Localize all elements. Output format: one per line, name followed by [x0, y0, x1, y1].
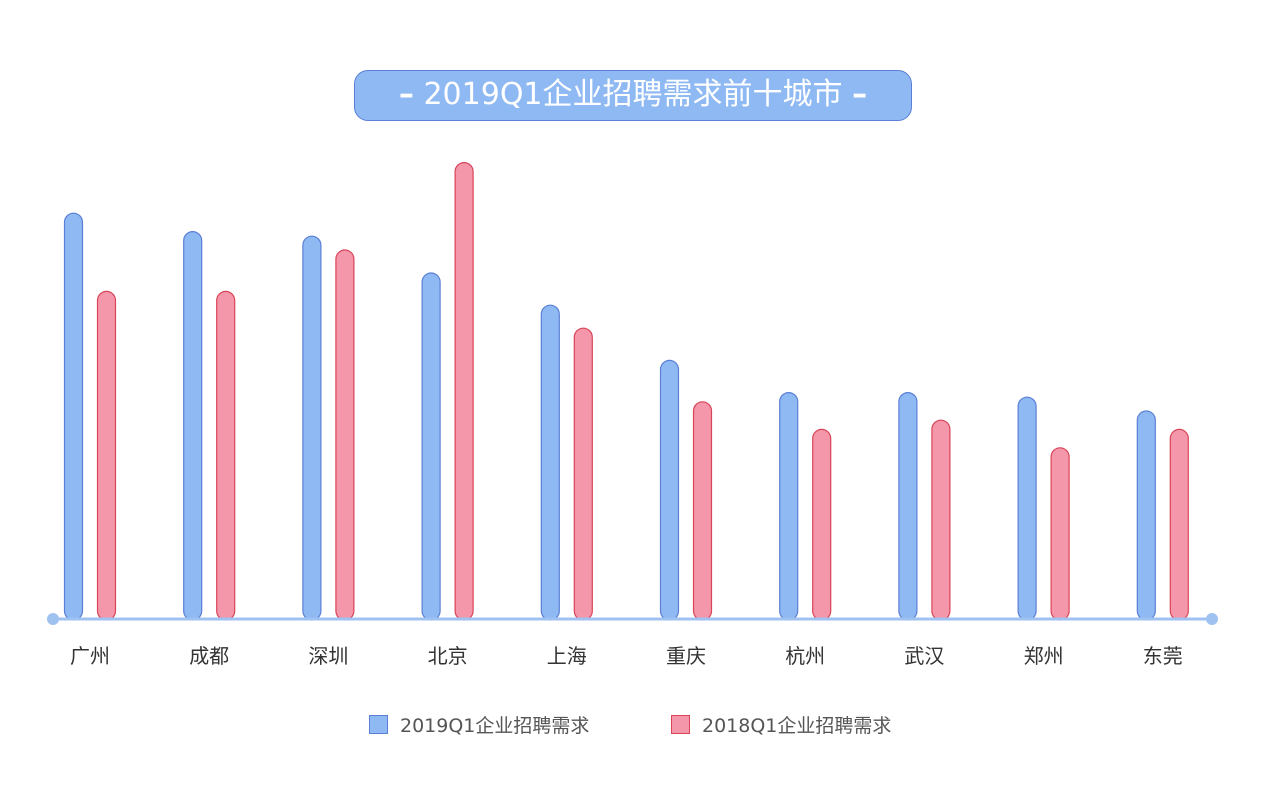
- legend-label-2018: 2018Q1企业招聘需求: [702, 714, 892, 737]
- bar-2019-深圳: [302, 235, 322, 621]
- bar-2018-重庆: [692, 401, 713, 621]
- bar-2019-北京: [421, 272, 441, 621]
- bar-2019-上海: [540, 304, 560, 621]
- bar-2018-北京: [454, 162, 474, 621]
- bar-2018-上海: [573, 327, 593, 621]
- bar-2019-重庆: [659, 359, 680, 621]
- x-tick-label-东莞: 东莞: [1143, 644, 1183, 668]
- title-right-dash: –: [852, 77, 868, 112]
- x-axis-start-dot: [47, 613, 59, 625]
- x-tick-label-成都: 成都: [189, 644, 229, 668]
- x-tick-label-深圳: 深圳: [308, 644, 348, 668]
- x-tick-label-北京: 北京: [428, 644, 468, 668]
- x-tick-label-上海: 上海: [547, 644, 587, 668]
- legend-label-2019: 2019Q1企业招聘需求: [400, 714, 590, 737]
- x-tick-label-郑州: 郑州: [1024, 644, 1064, 668]
- legend-swatch-2018: [671, 714, 690, 734]
- bar-2018-深圳: [335, 249, 355, 621]
- bar-2018-成都: [216, 290, 236, 621]
- x-axis-end-dot: [1206, 613, 1218, 625]
- bar-2018-郑州: [1050, 447, 1070, 621]
- bar-2019-广州: [63, 212, 84, 621]
- legend-item-2018: 2018Q1企业招聘需求: [671, 711, 891, 737]
- bar-2018-广州: [96, 290, 117, 621]
- x-tick-label-广州: 广州: [70, 644, 110, 668]
- bar-2019-成都: [183, 231, 203, 621]
- chart-title: 2019Q1企业招聘需求前十城市: [423, 77, 843, 112]
- title-left-dash: –: [398, 77, 414, 112]
- bar-2018-杭州: [812, 428, 832, 621]
- x-tick-label-杭州: 杭州: [785, 644, 825, 668]
- bar-2019-杭州: [779, 392, 799, 621]
- legend-swatch-2019: [369, 714, 388, 734]
- legend-item-2019: 2019Q1企业招聘需求: [369, 711, 589, 737]
- bar-2019-东莞: [1136, 410, 1156, 621]
- bars-group: [63, 162, 1189, 621]
- bar-2019-武汉: [898, 392, 918, 621]
- bar-2018-武汉: [931, 419, 951, 621]
- bar-2019-郑州: [1017, 396, 1037, 621]
- x-tick-label-重庆: 重庆: [666, 644, 706, 668]
- chart-title-box: – 2019Q1企业招聘需求前十城市 –: [354, 70, 912, 121]
- x-tick-labels-group: 广州 成都 深圳 北京 上海 重庆 杭州 武汉 郑州 东莞: [70, 644, 1183, 668]
- x-axis-group: [47, 613, 1218, 625]
- bar-2018-东莞: [1169, 428, 1189, 621]
- x-tick-label-武汉: 武汉: [904, 644, 944, 668]
